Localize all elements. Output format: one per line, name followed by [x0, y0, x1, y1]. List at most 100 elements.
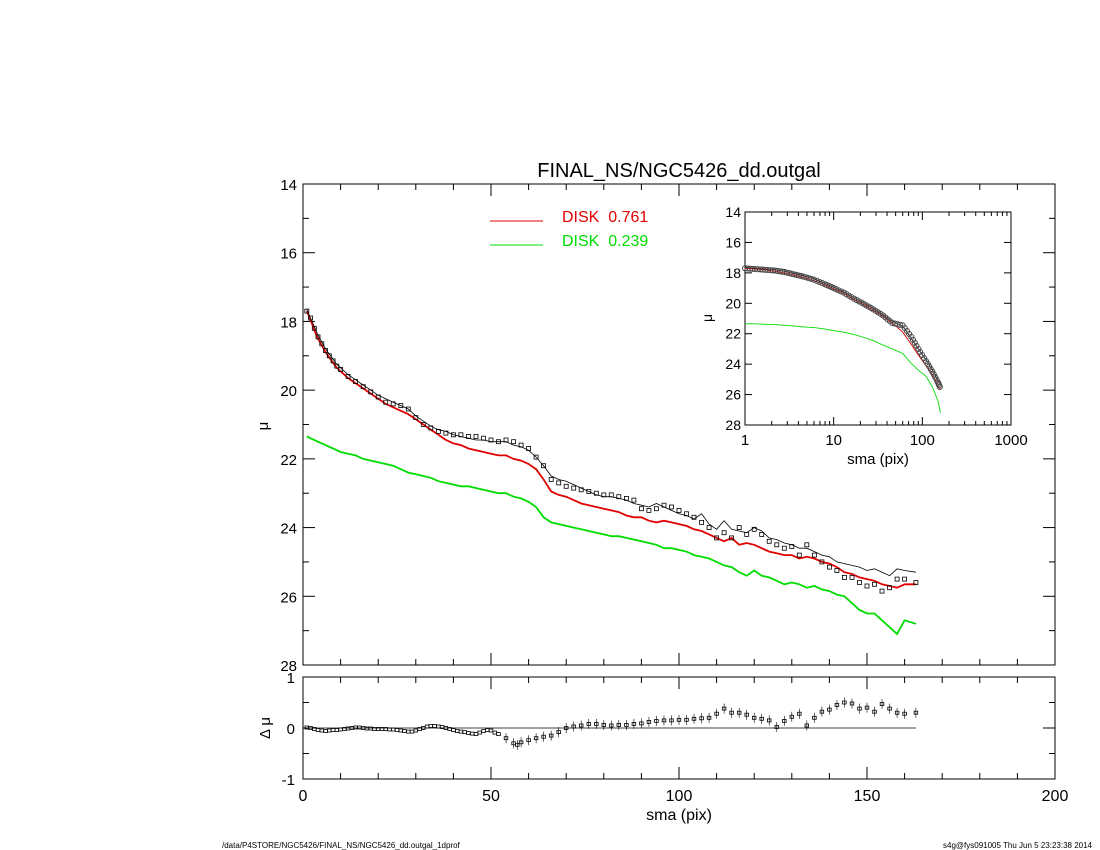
residual-point [887, 706, 892, 711]
residual-point [834, 703, 840, 707]
observed-point [842, 575, 847, 580]
observed-point [887, 585, 892, 591]
observed-point [526, 446, 531, 451]
inset-xtick-label: 1 [741, 432, 749, 449]
residual-point [684, 717, 689, 722]
residual-point [424, 724, 430, 729]
residual-point [402, 729, 407, 733]
residual-point [484, 728, 490, 732]
residual-point [661, 718, 667, 723]
observed-point [774, 542, 780, 548]
observed-point [503, 437, 509, 443]
inset-ylabel: μ [699, 314, 715, 322]
observed-point [428, 425, 434, 431]
observed-point [390, 401, 396, 407]
observed-point [556, 480, 562, 486]
observed-point [383, 399, 389, 405]
observed-point [766, 538, 772, 544]
residual-point [729, 710, 734, 715]
inset-observed-point [913, 342, 920, 349]
residual-point [879, 702, 885, 706]
inset-background [700, 200, 1040, 472]
inset-xtick-label: 100 [910, 432, 935, 449]
residual-point [533, 736, 539, 741]
residual-xtick-label: 100 [666, 788, 693, 805]
inset-observed-point [816, 278, 823, 286]
residual-point [564, 726, 569, 730]
observed-point [879, 588, 885, 594]
observed-point [721, 530, 727, 536]
inset-observed-point [819, 280, 826, 287]
residual-point [676, 717, 682, 722]
residual-point [515, 742, 520, 747]
residual-point [752, 715, 757, 720]
observed-point [563, 483, 569, 489]
observed-point [338, 367, 344, 372]
observed-point [699, 520, 704, 525]
observed-point [827, 564, 832, 570]
series-line-disk-0.239 [306, 435, 917, 636]
inset-observed-point [776, 268, 784, 275]
residual-point [409, 729, 415, 734]
observed-point [443, 430, 449, 436]
residual-point [451, 728, 456, 732]
legend-disk2-label: DISK 0.239 [562, 233, 648, 250]
observed-point [375, 394, 381, 400]
residual-point [699, 716, 704, 721]
observed-point [571, 485, 577, 491]
observed-point [913, 580, 919, 585]
observed-point [654, 506, 659, 512]
observed-point [518, 442, 524, 448]
inset-observed-point [915, 345, 922, 352]
main-panel: 14 16 18 20 22 24 26 28 μ DISK 0.761 DISK 0.239 [255, 177, 1056, 675]
inset-observed-point [911, 339, 918, 346]
residual-point [481, 729, 486, 733]
residual-point [387, 727, 392, 732]
residual-point [639, 721, 644, 726]
observed-point [669, 504, 674, 510]
residual-point [406, 729, 411, 734]
residual-point [458, 729, 464, 734]
residual-point [631, 722, 637, 726]
inset-observed-point [774, 267, 781, 275]
observed-point [398, 403, 404, 409]
inset-observed-point [909, 336, 917, 343]
residual-point [571, 724, 576, 729]
observed-point [353, 379, 359, 385]
observed-point [330, 358, 336, 364]
residual-xlabel: sma (pix) [646, 807, 712, 824]
residual-point [496, 732, 501, 736]
legend-disk1-label: DISK 0.761 [562, 209, 648, 226]
observed-point [496, 439, 501, 445]
inset-observed-point [921, 355, 928, 362]
inset-observed-point [772, 267, 779, 274]
observed-point [864, 583, 870, 589]
observed-point [804, 542, 810, 548]
observed-point [661, 502, 667, 508]
main-ylabel: μ [255, 422, 272, 431]
residual-point [473, 732, 479, 736]
residual-point [469, 731, 475, 736]
observed-point [676, 507, 682, 513]
residual-point [330, 728, 336, 732]
observed-point [304, 308, 310, 314]
observed-point [458, 432, 464, 438]
residual-point [721, 706, 727, 711]
observed-point [729, 535, 734, 541]
residual-point [488, 728, 494, 733]
residual-point [782, 719, 787, 723]
residual-point [819, 709, 825, 714]
observed-point [541, 463, 546, 469]
inset-ytick-label: 20 [725, 295, 741, 311]
residual-point [364, 726, 370, 731]
observed-point [781, 545, 787, 551]
residual-point [586, 722, 591, 726]
residual-points-group [303, 697, 919, 750]
inset-observed-point [917, 348, 924, 356]
observed-point [533, 454, 539, 460]
series-line-total-model [306, 309, 916, 577]
inset-series-group [741, 265, 943, 413]
observed-point [586, 489, 592, 494]
observed-point [894, 576, 900, 582]
